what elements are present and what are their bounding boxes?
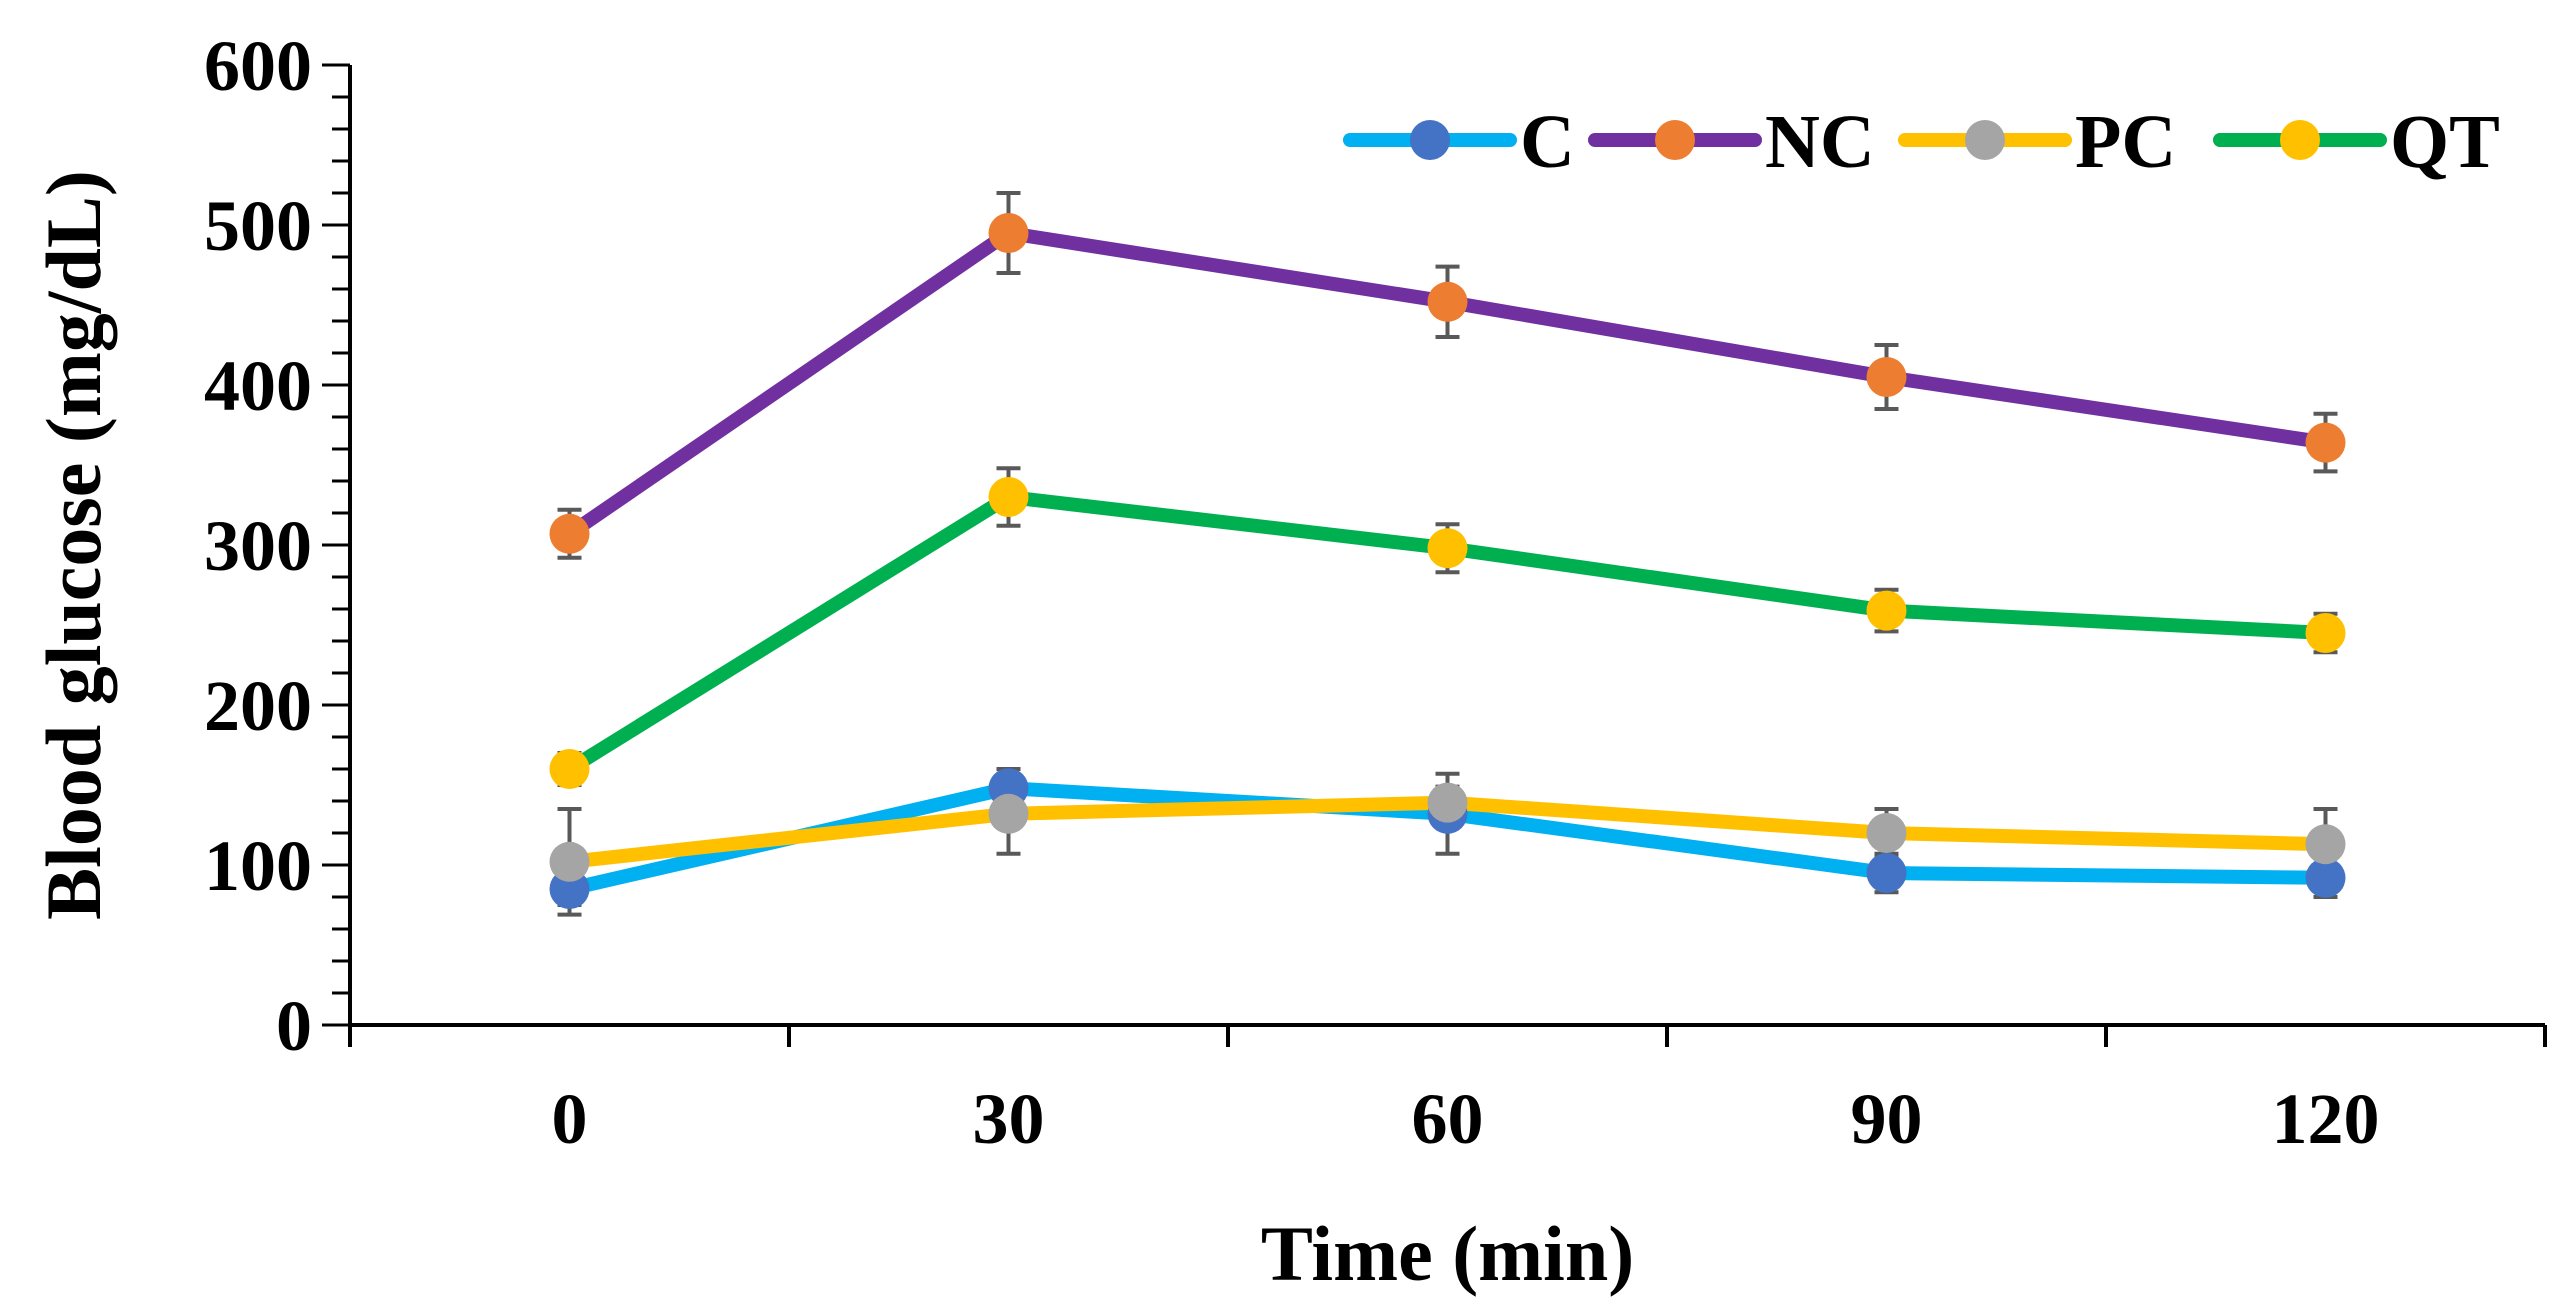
x-tick-label: 120 xyxy=(2272,1079,2380,1159)
data-point-qt xyxy=(988,477,1029,517)
y-tick-label: 200 xyxy=(204,666,312,746)
legend-marker xyxy=(1965,120,2005,160)
y-tick-label: 100 xyxy=(204,826,312,906)
data-point-nc xyxy=(1866,357,1907,397)
data-point-pc xyxy=(988,793,1029,834)
data-point-pc xyxy=(2305,824,2346,865)
legend-entry-pc: PC xyxy=(1898,100,2176,184)
legend-label: C xyxy=(1520,100,1575,184)
data-point-qt xyxy=(1866,590,1907,631)
x-tick-label: 60 xyxy=(1412,1079,1484,1159)
legend-marker xyxy=(2280,120,2320,160)
ticks-layer: 0 100 200 300 400 500 600 0 30 60 90 120 xyxy=(204,26,2547,1159)
data-point-nc xyxy=(549,513,590,554)
data-point-nc xyxy=(2305,422,2346,463)
data-point-c xyxy=(1866,853,1907,893)
data-point-pc xyxy=(1866,813,1907,853)
y-tick-label: 0 xyxy=(276,986,312,1066)
legend-label: NC xyxy=(1765,100,1875,184)
data-point-pc xyxy=(549,841,590,882)
data-point-qt xyxy=(2305,613,2346,653)
legend-marker xyxy=(1410,120,1450,160)
y-tick-label: 500 xyxy=(204,186,312,266)
y-tick-label: 400 xyxy=(204,346,312,426)
y-tick-label: 600 xyxy=(204,26,312,106)
y-axis-title: Blood glucose (mg/dL) xyxy=(30,170,117,920)
y-tick-label: 300 xyxy=(204,506,312,586)
data-point-nc xyxy=(1427,281,1468,322)
data-point-nc xyxy=(988,213,1029,253)
x-axis-title: Time (min) xyxy=(1261,1210,1634,1297)
data-point-c xyxy=(2305,857,2346,898)
legend-entry-c: C xyxy=(1343,100,1575,184)
legend-entry-nc: NC xyxy=(1588,100,1875,184)
legend-entry-qt: QT xyxy=(2213,100,2500,184)
data-point-qt xyxy=(1427,528,1468,569)
legend-label: PC xyxy=(2075,100,2176,184)
x-tick-label: 0 xyxy=(552,1079,588,1159)
x-tick-label: 90 xyxy=(1851,1079,1923,1159)
markers-layer xyxy=(549,213,2346,909)
legend-label: QT xyxy=(2390,100,2500,184)
legend-marker xyxy=(1655,120,1695,160)
x-tick-label: 30 xyxy=(973,1079,1045,1159)
legend: C NC PC QT xyxy=(1343,100,2500,184)
data-point-qt xyxy=(549,749,590,789)
data-point-pc xyxy=(1427,782,1468,823)
